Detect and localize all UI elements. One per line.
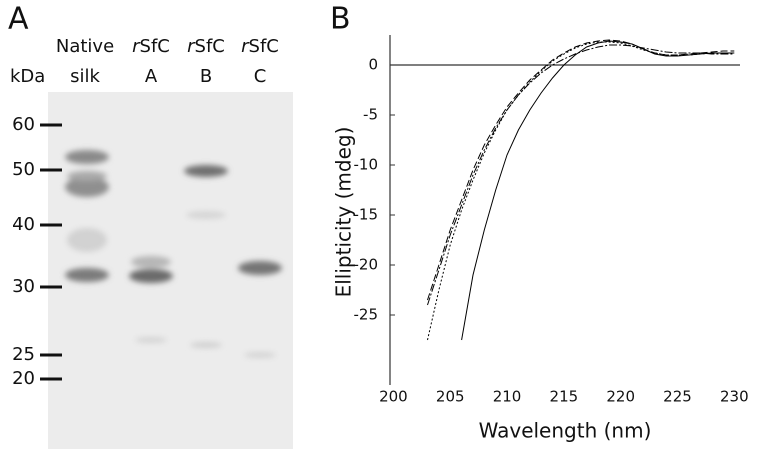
gel-bands	[65, 150, 282, 358]
y-tick-label: 0	[368, 56, 378, 74]
lane-title: Native	[56, 36, 114, 57]
lane-sub: B	[200, 66, 212, 87]
series-line	[427, 39, 735, 301]
marker-label: 25	[12, 344, 35, 365]
series-line	[461, 40, 735, 341]
lane-sub: A	[145, 66, 158, 87]
unit-label: kDa	[10, 66, 45, 87]
lane-title: rSfC	[187, 36, 225, 57]
lane-name: Native	[56, 36, 114, 57]
lane-sub: silk	[70, 66, 100, 87]
x-axis-label: Wavelength (nm)	[479, 419, 652, 443]
x-tick-label: 205	[436, 388, 465, 406]
lane-prefix: r	[187, 36, 196, 57]
x-tick-label: 200	[379, 388, 408, 406]
series-line	[427, 44, 735, 306]
x-tick-label: 220	[606, 388, 635, 406]
y-tick-label: -10	[354, 156, 379, 174]
lane-prefix: r	[241, 36, 250, 57]
y-tick-label: -15	[354, 206, 379, 224]
lane-title: rSfC	[241, 36, 279, 57]
y-tick-label: -25	[354, 306, 379, 324]
marker-label: 20	[12, 368, 35, 389]
x-tick-label: 225	[663, 388, 692, 406]
x-tick-label: 230	[720, 388, 749, 406]
marker-label: 60	[12, 114, 35, 135]
marker-label: 50	[12, 159, 35, 180]
panel-label: B	[330, 2, 351, 37]
lane-name: SfC	[195, 36, 225, 57]
panel-label: A	[8, 2, 29, 37]
lane-name: SfC	[140, 36, 170, 57]
x-tick-label: 215	[550, 388, 579, 406]
marker-label: 30	[12, 276, 35, 297]
lane-name: SfC	[249, 36, 279, 57]
y-tick-label: -20	[354, 256, 379, 274]
marker-label: 40	[12, 214, 35, 235]
lane-sub: C	[254, 66, 267, 87]
x-tick-label: 210	[493, 388, 522, 406]
y-axis-label: Ellipticity (mdeg)	[332, 127, 356, 298]
lane-prefix: r	[132, 36, 141, 57]
marker-dashes	[40, 123, 62, 381]
lane-title: rSfC	[132, 36, 170, 57]
series-line	[427, 41, 735, 341]
y-tick-label: -5	[363, 106, 378, 124]
